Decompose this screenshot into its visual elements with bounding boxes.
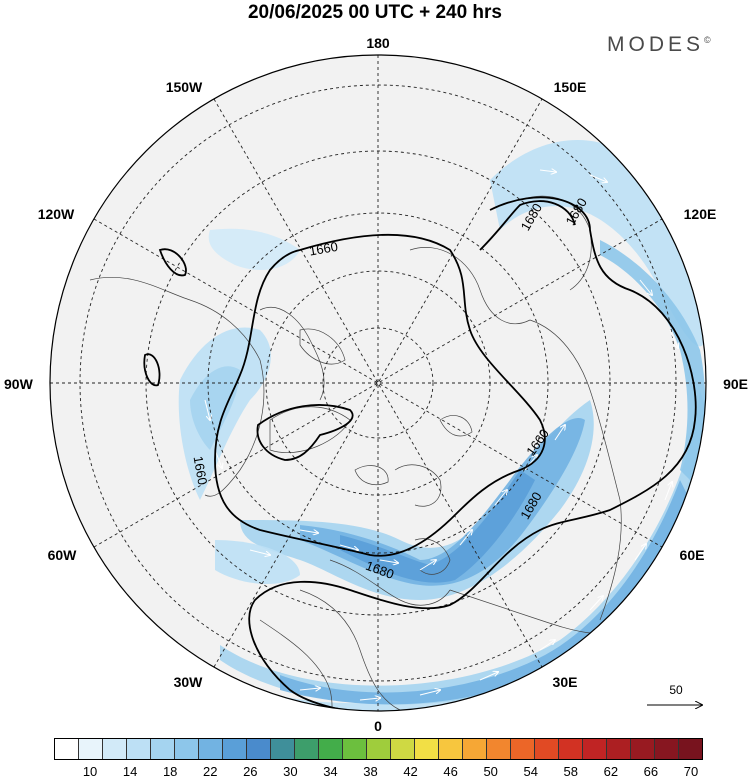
color-scale-swatch xyxy=(175,739,199,759)
color-scale-tick-label: 58 xyxy=(563,764,579,779)
color-scale-swatch xyxy=(415,739,439,759)
color-scale-swatch xyxy=(535,739,559,759)
map-title: 20/06/2025 00 UTC + 240 hrs xyxy=(247,2,503,23)
longitude-label-120e: 120E xyxy=(684,206,717,222)
color-scale-swatch xyxy=(295,739,319,759)
color-scale-swatch xyxy=(631,739,655,759)
color-scale-swatch xyxy=(583,739,607,759)
longitude-label-90e: 90E xyxy=(723,376,748,392)
longitude-label-90w: 90W xyxy=(4,376,34,392)
longitude-label-150w: 150W xyxy=(166,79,203,95)
longitude-label-30w: 30W xyxy=(174,674,204,690)
longitude-label-0: 0 xyxy=(374,718,382,734)
color-scale-tick-label: 54 xyxy=(523,764,538,779)
longitude-label-150e: 150E xyxy=(554,79,587,95)
color-scale-swatch xyxy=(463,739,487,759)
color-scale-swatch xyxy=(439,739,463,759)
color-scale-swatch xyxy=(55,739,79,759)
brand-name: MODES xyxy=(607,33,705,56)
color-scale-tick-label: 10 xyxy=(82,764,98,779)
color-scale-swatch xyxy=(679,739,702,759)
longitude-label-60w: 60W xyxy=(48,547,78,563)
color-scale-ticks: 10 14 18 22 26 30 34 38 42 46 50 54 58 62 66 70 xyxy=(54,764,703,780)
wind-vectors xyxy=(204,170,678,700)
color-scale-swatch xyxy=(247,739,271,759)
longitude-label-30e: 30E xyxy=(553,674,578,690)
color-scale-swatch xyxy=(79,739,103,759)
color-scale-swatch xyxy=(559,739,583,759)
height-contours xyxy=(143,196,697,711)
color-scale-swatch xyxy=(103,739,127,759)
color-scale-tick-label: 66 xyxy=(643,764,659,779)
color-scale-swatch xyxy=(487,739,511,759)
color-scale-swatch xyxy=(391,739,415,759)
color-scale-tick-label: 62 xyxy=(603,764,619,779)
map-border xyxy=(49,54,707,712)
color-scale-bar xyxy=(54,738,703,760)
color-scale-swatch xyxy=(607,739,631,759)
reference-vector-label: 50 xyxy=(669,683,683,697)
color-scale-tick-label: 18 xyxy=(162,764,178,779)
polar-map: 1660 1680 1660 1680 1660 1680 1680 180 0… xyxy=(4,35,748,734)
contour-label: 1660 xyxy=(191,455,211,486)
longitude-label-180: 180 xyxy=(366,35,390,51)
color-scale-swatch xyxy=(223,739,247,759)
color-scale-swatch xyxy=(127,739,151,759)
longitude-label-120w: 120W xyxy=(38,206,75,222)
color-scale-swatch xyxy=(343,739,367,759)
color-scale-tick-label: 46 xyxy=(443,764,458,779)
coastlines xyxy=(89,196,641,711)
color-scale-swatch xyxy=(319,739,343,759)
copyright-mark: © xyxy=(704,35,711,45)
color-scale-swatch xyxy=(199,739,223,759)
contour-label: 1660 xyxy=(308,239,339,259)
color-scale-swatch xyxy=(655,739,679,759)
color-scale-swatch xyxy=(367,739,391,759)
color-scale-swatch xyxy=(271,739,295,759)
color-scale-tick-label: 70 xyxy=(683,764,699,779)
color-scale-tick-label: 30 xyxy=(283,764,298,779)
color-scale-swatch xyxy=(511,739,535,759)
color-scale-tick-label: 38 xyxy=(363,764,378,779)
color-scale-tick-label: 14 xyxy=(122,764,138,779)
color-scale-tick-label: 50 xyxy=(483,764,498,779)
color-scale-tick-label: 22 xyxy=(203,764,218,779)
brand-logo: MODES© xyxy=(607,33,711,57)
color-scale-tick-label: 26 xyxy=(243,764,258,779)
color-scale-tick-label: 34 xyxy=(323,764,338,779)
longitude-label-60e: 60E xyxy=(680,547,705,563)
color-scale-tick-label: 42 xyxy=(403,764,418,779)
color-scale-swatch xyxy=(151,739,175,759)
